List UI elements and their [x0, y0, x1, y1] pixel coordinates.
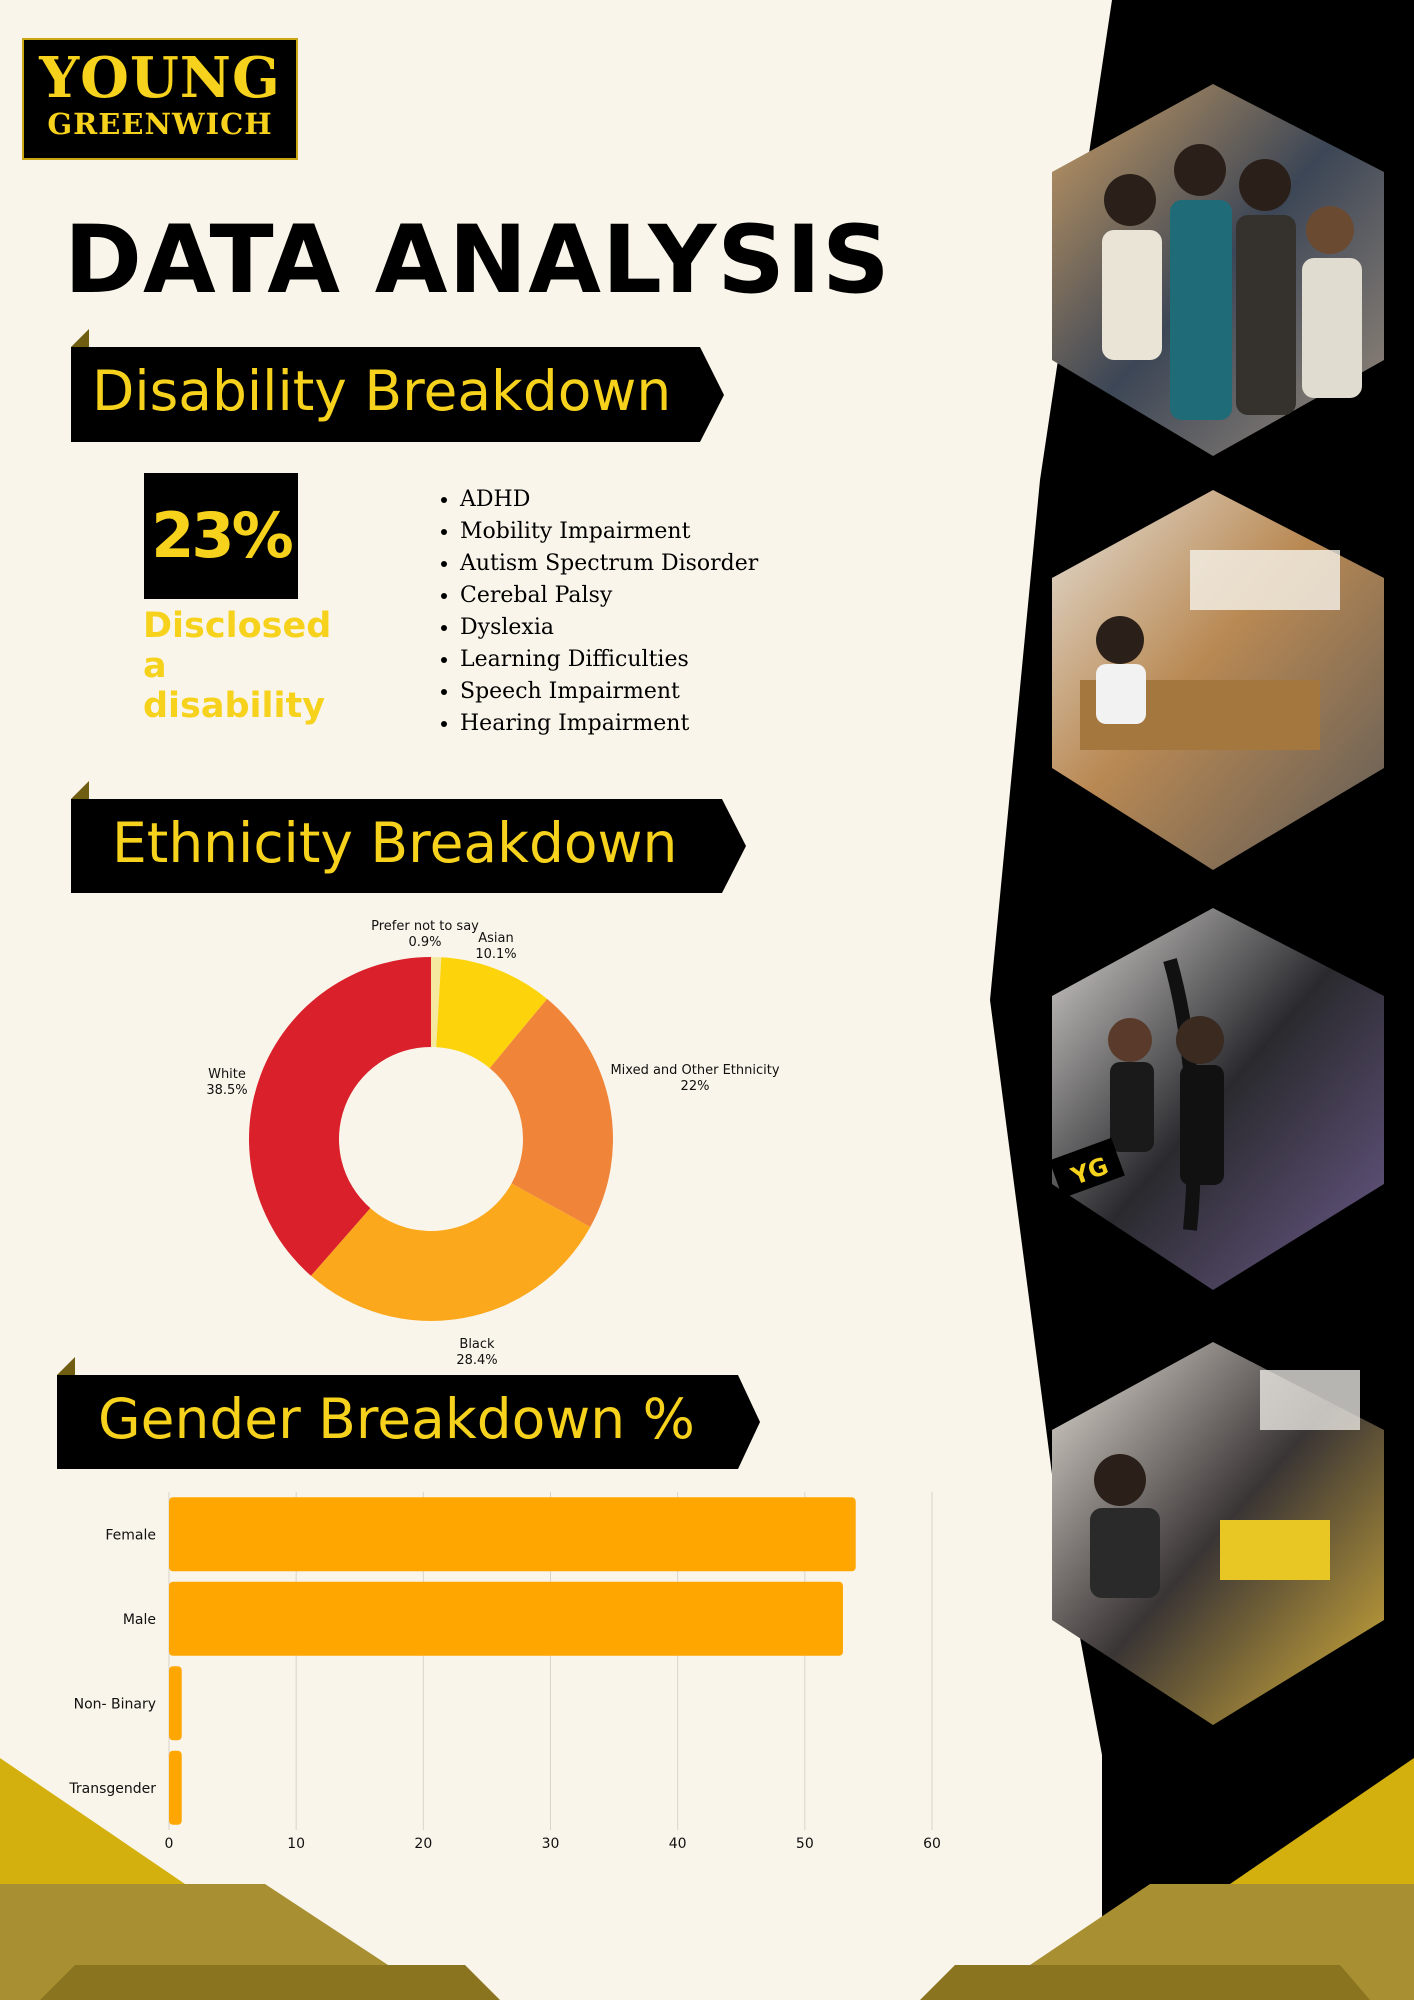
donut-slice	[431, 957, 442, 1048]
slice-label: Prefer not to say	[371, 919, 479, 934]
group-photo-icon	[1052, 84, 1384, 456]
list-item: ADHD	[460, 484, 758, 516]
x-tick-label: 60	[923, 1836, 941, 1850]
x-tick-label: 50	[796, 1836, 814, 1850]
logo-line-2: GREENWICH	[47, 107, 273, 141]
bar	[169, 1750, 182, 1825]
disability-stat-box: 23%	[144, 473, 298, 599]
bottom-right-dark-band	[920, 1965, 1370, 2000]
caption-line: a	[143, 646, 167, 686]
donut-slice	[310, 1183, 591, 1321]
logo: YOUNG GREENWICH	[22, 38, 298, 160]
slice-value-label: 22%	[681, 1079, 710, 1094]
slice-label: Mixed and Other Ethnicity	[610, 1063, 779, 1078]
disability-stat-caption: Disclosed a disability	[143, 606, 331, 726]
slice-label: Asian	[478, 931, 513, 946]
y-category-label: Female	[105, 1527, 156, 1543]
bar	[169, 1581, 843, 1656]
list-item: Speech Impairment	[460, 676, 758, 708]
x-tick-label: 30	[542, 1836, 560, 1850]
y-category-label: Non- Binary	[74, 1696, 156, 1712]
slice-value-label: 38.5%	[206, 1083, 247, 1098]
list-item: Mobility Impairment	[460, 516, 758, 548]
slice-label: Black	[459, 1337, 495, 1352]
donut-slice	[489, 998, 613, 1228]
list-item: Cerebal Palsy	[460, 580, 758, 612]
slice-value-label: 10.1%	[475, 947, 516, 962]
donut-slice	[248, 957, 431, 1276]
x-tick-label: 20	[414, 1836, 432, 1850]
x-tick-label: 10	[287, 1836, 305, 1850]
gender-bar-chart: 0 10 20 30 40 50 60 Female Male Non- Binary Transg…	[68, 1492, 941, 1850]
craft-activity-photo-icon	[1052, 1342, 1384, 1725]
disability-heading: Disability Breakdown	[92, 359, 672, 423]
logo-line-1: YOUNG	[39, 45, 281, 111]
list-item: Hearing Impairment	[460, 708, 758, 740]
page-title: DATA ANALYSIS	[64, 206, 891, 315]
bar	[169, 1666, 182, 1741]
bar	[169, 1497, 856, 1572]
x-tick-label: 40	[669, 1836, 687, 1850]
list-item: Dyslexia	[460, 612, 758, 644]
bottom-left-dark-band	[40, 1965, 500, 2000]
left-gold-triangle	[0, 1758, 185, 1884]
ethnicity-heading: Ethnicity Breakdown	[112, 811, 678, 875]
list-item: Learning Difficulties	[460, 644, 758, 676]
caption-line: Disclosed	[143, 606, 332, 646]
x-tick-label: 0	[165, 1836, 174, 1850]
slice-value-label: 28.4%	[456, 1353, 497, 1368]
list-item: Autism Spectrum Disorder	[460, 548, 758, 580]
photo-column: YG	[1049, 84, 1384, 1725]
classroom-photo-icon	[1052, 490, 1384, 870]
aerial-circus-photo-icon: YG	[1049, 908, 1384, 1290]
disability-stat-value: 23%	[151, 499, 293, 572]
right-gold-triangle	[1230, 1758, 1414, 1884]
y-category-label: Male	[123, 1612, 156, 1628]
slice-label: White	[208, 1067, 246, 1082]
disability-list: ADHD Mobility Impairment Autism Spectrum…	[420, 484, 758, 740]
caption-line: disability	[143, 686, 326, 726]
donut-slice	[436, 957, 548, 1069]
y-category-label: Transgender	[68, 1781, 156, 1797]
slice-value-label: 0.9%	[408, 935, 441, 950]
gender-heading: Gender Breakdown %	[98, 1387, 695, 1451]
